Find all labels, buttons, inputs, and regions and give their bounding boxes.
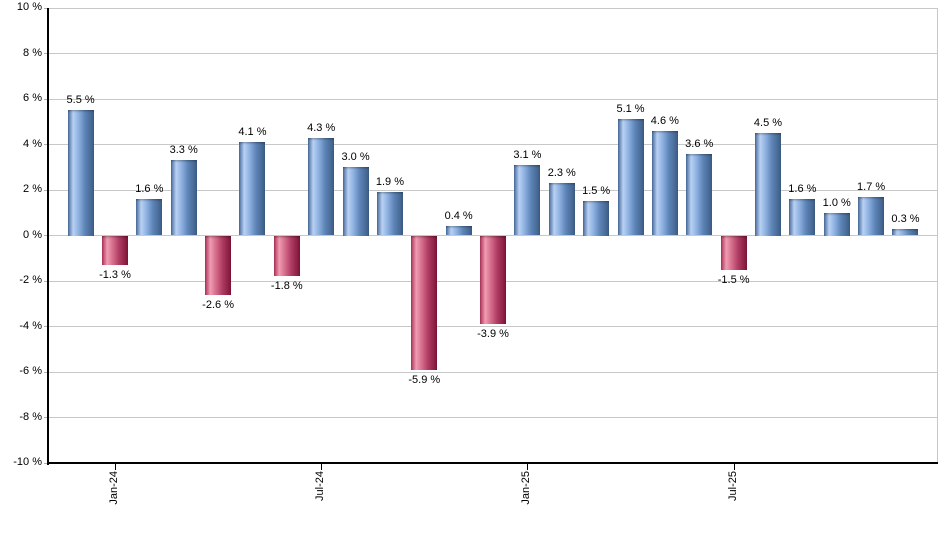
y-axis-tick-label: -8 %: [19, 410, 42, 423]
x-axis-tick-label: Jul-24: [314, 471, 327, 501]
y-axis-tick-label: -6 %: [19, 365, 42, 377]
y-axis-tick-label: -4 %: [19, 319, 42, 332]
bar-value-label: 1.7 %: [857, 180, 886, 193]
y-axis-tick-label: -2 %: [19, 274, 42, 286]
bar[interactable]: [617, 119, 644, 236]
bar[interactable]: [480, 235, 507, 325]
gridline: [48, 371, 937, 373]
bar[interactable]: [342, 167, 369, 236]
x-axis-tick-label: Jul-25: [726, 471, 739, 501]
bar[interactable]: [101, 235, 128, 266]
y-axis-tick: [44, 371, 48, 373]
x-axis-line: [47, 462, 938, 464]
gridline: [48, 144, 937, 145]
bar-value-label: 5.1 %: [616, 103, 645, 116]
y-axis-tick: [44, 417, 48, 418]
y-axis-tick-label: 6 %: [23, 92, 42, 104]
bar[interactable]: [548, 183, 575, 236]
bar-value-label: 3.0 %: [341, 151, 370, 164]
bar-value-label: 4.3 %: [307, 121, 336, 134]
bar[interactable]: [136, 199, 163, 236]
y-axis-tick: [44, 235, 48, 236]
bar-value-label: 4.1 %: [238, 126, 267, 139]
bar-value-label: -1.3 %: [99, 269, 131, 282]
bar-value-label: 2.3 %: [547, 167, 576, 180]
bar[interactable]: [308, 137, 335, 236]
y-axis-tick: [44, 462, 48, 464]
gridline: [48, 189, 937, 191]
y-axis-tick-label: 0 %: [23, 228, 42, 241]
x-axis-tick: [321, 463, 323, 470]
x-axis-tick: [114, 463, 116, 470]
bar[interactable]: [273, 235, 300, 277]
bar[interactable]: [789, 199, 816, 236]
bar-value-label: 3.6 %: [685, 137, 714, 150]
bar-value-label: 3.1 %: [513, 148, 542, 161]
bar-value-label: -5.9 %: [408, 373, 441, 386]
bar-value-label: -1.5 %: [717, 273, 750, 286]
y-axis-tick-label: -10 %: [13, 456, 42, 468]
gridline: [48, 417, 937, 418]
gridline: [48, 53, 937, 54]
bar[interactable]: [686, 153, 713, 236]
y-axis-tick-label: 8 %: [23, 46, 42, 59]
x-axis-tick-label: Jan-24: [107, 471, 120, 505]
x-axis-tick: [527, 463, 529, 470]
bar-value-label: -1.8 %: [270, 280, 303, 293]
bar[interactable]: [720, 235, 747, 270]
bar[interactable]: [376, 192, 403, 236]
bar-value-label: 5.5 %: [66, 94, 95, 107]
bar[interactable]: [239, 142, 266, 236]
y-axis-tick: [44, 144, 48, 145]
bar[interactable]: [411, 235, 438, 370]
bar-value-label: 4.5 %: [753, 117, 783, 130]
bar-value-label: 0.3 %: [891, 212, 920, 225]
y-axis-tick: [44, 98, 48, 100]
bar[interactable]: [205, 235, 232, 295]
bar-value-label: 1.9 %: [375, 176, 404, 189]
bar[interactable]: [170, 160, 197, 236]
x-axis-tick: [733, 463, 735, 470]
y-axis-tick-label: 4 %: [23, 137, 42, 150]
bar-value-label: 1.6 %: [788, 183, 817, 196]
y-axis-tick-label: 10 %: [16, 1, 42, 13]
bar-value-label: 3.3 %: [169, 144, 198, 157]
bar[interactable]: [583, 201, 610, 236]
plot-right-border: [937, 8, 938, 463]
bar-value-label: -2.6 %: [202, 298, 234, 311]
bar[interactable]: [67, 110, 94, 236]
gridline: [48, 7, 937, 9]
bar[interactable]: [514, 164, 541, 236]
bar[interactable]: [858, 196, 885, 236]
bar[interactable]: [823, 212, 850, 236]
y-axis-tick: [44, 7, 48, 9]
bar-value-label: -3.9 %: [477, 328, 509, 341]
bar[interactable]: [445, 226, 472, 236]
gridline: [48, 98, 937, 100]
y-axis-line: [47, 8, 49, 465]
y-axis-tick: [44, 280, 48, 282]
bar-value-label: 0.4 %: [444, 210, 473, 223]
y-axis-tick: [44, 326, 48, 327]
x-axis-tick-label: Jan-25: [520, 471, 533, 505]
bar-value-label: 1.0 %: [822, 196, 851, 209]
bar[interactable]: [755, 133, 781, 236]
y-axis-tick-label: 2 %: [23, 183, 42, 195]
y-axis-tick: [44, 53, 48, 54]
bar-value-label: 1.5 %: [582, 185, 611, 198]
gridline: [48, 326, 937, 327]
bar-value-label: 1.6 %: [135, 183, 164, 196]
y-axis-tick: [44, 189, 48, 191]
bar[interactable]: [892, 228, 919, 236]
bar[interactable]: [651, 130, 678, 236]
bar-value-label: 4.6 %: [650, 114, 679, 127]
